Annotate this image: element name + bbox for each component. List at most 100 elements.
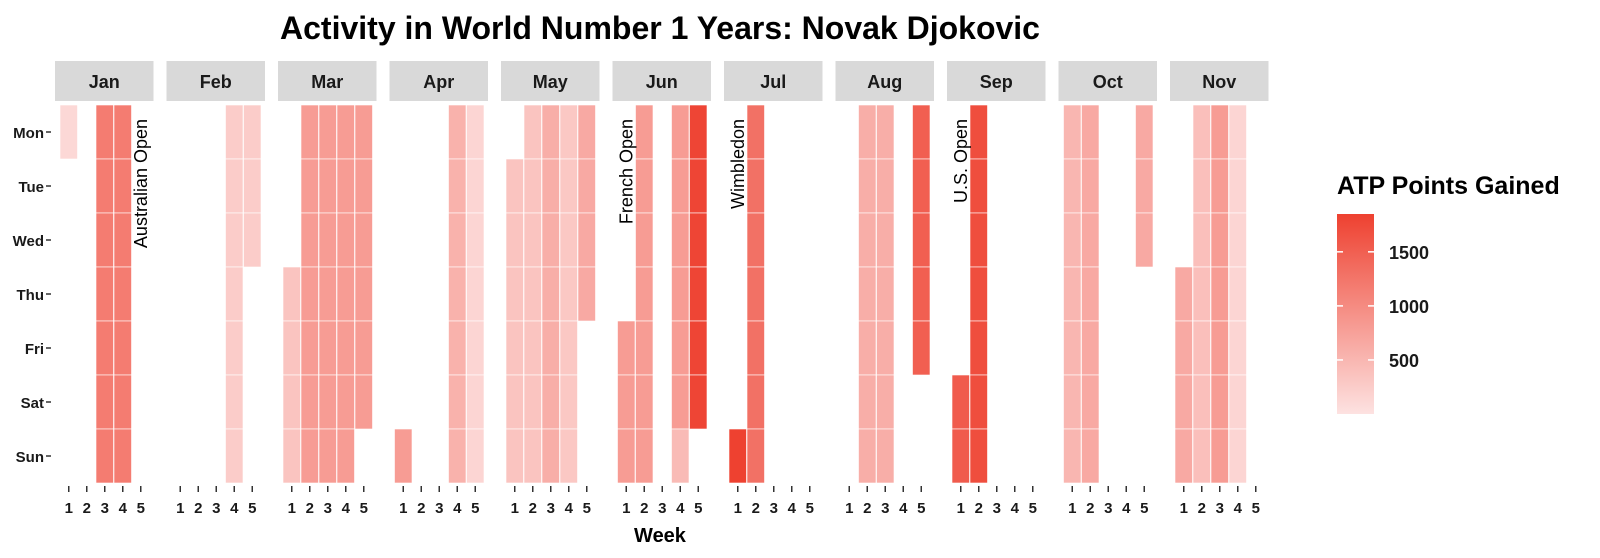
tile (559, 104, 578, 160)
tile (282, 320, 301, 376)
tile (1192, 104, 1211, 160)
tile (746, 104, 765, 160)
tile (336, 212, 355, 268)
tile (1081, 158, 1100, 214)
tile (541, 428, 560, 484)
tile (113, 320, 132, 376)
month-label-mar: Mar (311, 72, 343, 92)
tile (523, 374, 542, 430)
x-axis-title: Week (634, 525, 687, 547)
week-label: 5 (1029, 500, 1037, 517)
tile (577, 212, 596, 268)
panel-jul: Jul 1 2 3 4 5 (724, 61, 823, 517)
day-label-thu: Thu (17, 287, 45, 304)
week-label: 2 (417, 500, 425, 517)
tile (1063, 428, 1082, 484)
tile (746, 428, 765, 484)
tile (282, 428, 301, 484)
tile (505, 212, 524, 268)
tile (1210, 428, 1229, 484)
tile (912, 266, 931, 322)
tile (282, 266, 301, 322)
tile (1063, 104, 1082, 160)
tile (336, 158, 355, 214)
strip-mar (278, 61, 377, 101)
panel-jan: Jan 1 2 3 4 5 (55, 61, 154, 517)
strip-apr (389, 61, 488, 101)
tile (746, 158, 765, 214)
week-label: 1 (1180, 500, 1188, 517)
tile (1210, 374, 1229, 430)
tile (969, 212, 988, 268)
tile (746, 266, 765, 322)
tile (505, 428, 524, 484)
tile (858, 374, 877, 430)
legend-title: ATP Points Gained (1337, 172, 1560, 200)
chart-title: Activity in World Number 1 Years: Novak … (280, 10, 1040, 46)
tile (969, 428, 988, 484)
tile (243, 212, 262, 268)
strip-feb (166, 61, 265, 101)
week-label: 1 (957, 500, 965, 517)
strip-oct (1058, 61, 1157, 101)
week-label: 5 (806, 500, 814, 517)
tile (95, 158, 114, 214)
tile (912, 212, 931, 268)
strip-jun (612, 61, 711, 101)
week-label: 3 (324, 500, 332, 517)
panel-mar: Mar 1 2 3 4 5 (278, 61, 377, 517)
tile (746, 374, 765, 430)
tile (336, 266, 355, 322)
tile (505, 158, 524, 214)
strip-jul (724, 61, 823, 101)
week-label: 4 (788, 500, 797, 517)
tile (225, 158, 244, 214)
tile (1063, 266, 1082, 322)
tile (282, 374, 301, 430)
tile (95, 212, 114, 268)
tile (1228, 266, 1247, 322)
legend-colorbar (1337, 214, 1374, 414)
tile (541, 266, 560, 322)
week-label: 5 (917, 500, 925, 517)
tile (318, 374, 337, 430)
tile (523, 212, 542, 268)
tile (300, 374, 319, 430)
tile (300, 266, 319, 322)
week-label: 2 (1198, 500, 1206, 517)
month-label-feb: Feb (200, 72, 232, 92)
tile (689, 320, 708, 376)
tile (523, 104, 542, 160)
tile (354, 104, 373, 160)
tile (635, 158, 654, 214)
tile (1081, 212, 1100, 268)
tile (858, 428, 877, 484)
month-label-jun: Jun (646, 72, 678, 92)
week-label: 4 (230, 500, 239, 517)
tile (689, 374, 708, 430)
tile (318, 266, 337, 322)
tile (858, 320, 877, 376)
tile (559, 428, 578, 484)
tile (95, 428, 114, 484)
week-label: 2 (529, 500, 537, 517)
tile (300, 104, 319, 160)
tile (541, 158, 560, 214)
tile (1081, 374, 1100, 430)
tile (505, 266, 524, 322)
tile (541, 104, 560, 160)
tile (559, 374, 578, 430)
tile (225, 104, 244, 160)
tile (354, 212, 373, 268)
tile (671, 374, 690, 430)
tile (635, 374, 654, 430)
tile (876, 104, 895, 160)
tile (448, 320, 467, 376)
week-label: 2 (752, 500, 760, 517)
strip-sep (947, 61, 1046, 101)
tile (876, 158, 895, 214)
tile (1210, 104, 1229, 160)
tile (466, 212, 485, 268)
week-label: 3 (993, 500, 1001, 517)
tile (1174, 428, 1193, 484)
